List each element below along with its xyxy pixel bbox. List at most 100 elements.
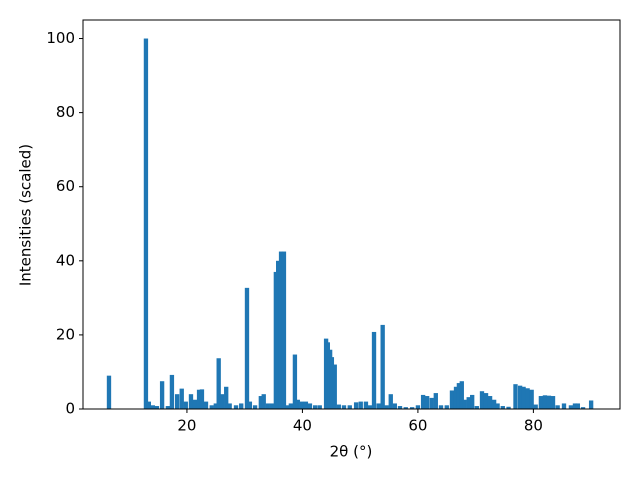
bar [347,405,352,409]
bar [466,397,471,409]
bar [384,405,389,409]
bar [196,389,202,409]
bar [317,405,322,409]
bar [538,396,544,409]
bar [561,403,567,409]
bar [143,38,149,410]
bar [367,405,373,409]
bar [276,260,281,409]
bar [572,403,578,409]
bar [533,404,538,409]
bar [376,403,381,409]
bar [525,388,530,409]
bar [179,388,184,409]
bar [192,399,198,409]
bar [292,354,298,409]
bar [252,405,258,409]
bar [397,406,403,409]
bar [575,403,581,409]
bar [433,393,438,409]
y-tick-label: 80 [56,103,75,121]
bar [219,394,225,409]
bar [542,395,548,409]
y-axis-label: Intensities (scaled) [17,144,35,286]
bar [213,403,218,409]
y-tick-label: 0 [65,400,75,418]
bar [388,394,393,409]
bar [209,405,214,409]
bar [371,331,377,409]
bar [312,405,318,409]
bar [420,394,426,409]
bar [409,407,415,409]
bar [216,358,221,409]
bar [513,384,518,409]
bar [224,386,229,409]
bar [529,389,534,409]
bar [555,405,560,409]
bar [474,406,479,409]
bar [415,405,421,409]
bar [269,403,274,409]
bar [183,401,188,409]
bar [199,389,205,409]
bar [188,394,194,409]
bar [456,383,462,409]
bar [159,381,165,409]
bar [227,403,232,409]
bar [580,407,586,409]
bar [329,357,335,409]
bar [491,399,497,409]
bar [521,386,526,409]
bar [281,251,287,409]
bar [261,394,266,409]
bar [285,405,291,409]
bar [150,405,156,409]
bar [154,406,160,409]
bar [278,251,284,409]
bar [273,271,279,409]
bar [459,381,464,409]
y-tick-label: 60 [56,177,75,195]
bar [438,405,444,409]
bar [392,403,397,409]
bar [169,374,175,409]
bar [258,396,264,409]
bar [332,364,337,409]
bar [239,403,244,409]
x-tick-label: 20 [177,417,196,435]
bar [483,393,489,409]
bar [449,390,455,409]
bar [146,401,151,409]
bar [288,403,294,409]
plot-frame [82,19,621,410]
bar [487,396,493,409]
bar [174,394,180,409]
bar [363,401,369,409]
bar [550,396,556,409]
bar [165,406,171,409]
bar [325,342,330,409]
bar [265,403,270,409]
bar [495,403,500,409]
bar [106,375,112,409]
bar [203,401,209,409]
bar [244,287,250,409]
bar [470,394,475,409]
bar [299,401,305,409]
bar [479,391,485,409]
bar [546,395,552,409]
bar [429,397,434,409]
bar [353,402,359,409]
bar [500,406,505,409]
y-tick-label: 100 [46,29,75,47]
bar [568,405,574,409]
bar [506,406,511,409]
bar [444,405,449,409]
bar [453,386,459,409]
bar [403,407,408,409]
y-tick-label: 40 [56,251,75,269]
bar [588,400,594,409]
x-tick-label: 80 [524,417,543,435]
